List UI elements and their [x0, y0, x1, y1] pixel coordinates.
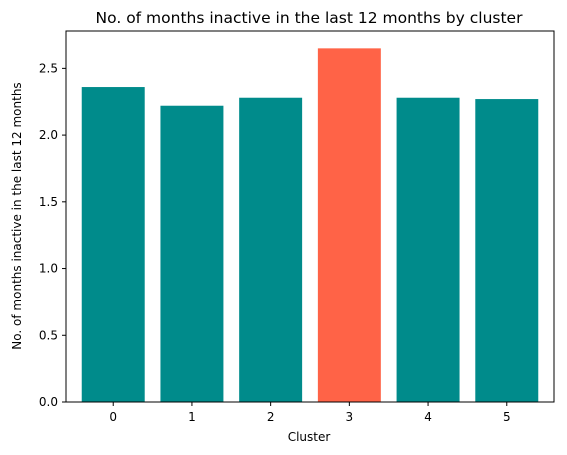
y-tick-label: 1.5 — [39, 195, 58, 209]
x-tick-label: 3 — [346, 410, 354, 424]
y-tick-label: 2.5 — [39, 61, 58, 75]
x-tick-label: 1 — [188, 410, 196, 424]
bar-cluster-2 — [239, 97, 303, 402]
bar-cluster-5 — [475, 99, 539, 402]
y-axis-ticks: 0.0 0.5 1.0 1.5 2.0 2.5 — [39, 61, 66, 409]
bar-cluster-1 — [160, 105, 224, 402]
x-tick-label: 0 — [109, 410, 117, 424]
plot-frame — [65, 30, 555, 403]
y-tick-label: 0.0 — [39, 395, 58, 409]
bar-cluster-3 — [317, 48, 381, 402]
bar-cluster-4 — [396, 97, 460, 402]
x-axis-ticks: 0 1 2 3 4 5 — [109, 402, 511, 424]
y-tick-label: 2.0 — [39, 128, 58, 142]
bars-group — [81, 48, 539, 403]
y-tick-label: 0.5 — [39, 328, 58, 342]
x-tick-label: 2 — [267, 410, 275, 424]
bar-cluster-0 — [81, 87, 145, 403]
y-tick-label: 1.0 — [39, 262, 58, 276]
x-tick-label: 5 — [503, 410, 511, 424]
x-axis-label: Cluster — [288, 430, 331, 444]
chart-title: No. of months inactive in the last 12 mo… — [96, 9, 524, 27]
x-tick-label: 4 — [424, 410, 432, 424]
y-axis-label: No. of months inactive in the last 12 mo… — [10, 82, 24, 349]
